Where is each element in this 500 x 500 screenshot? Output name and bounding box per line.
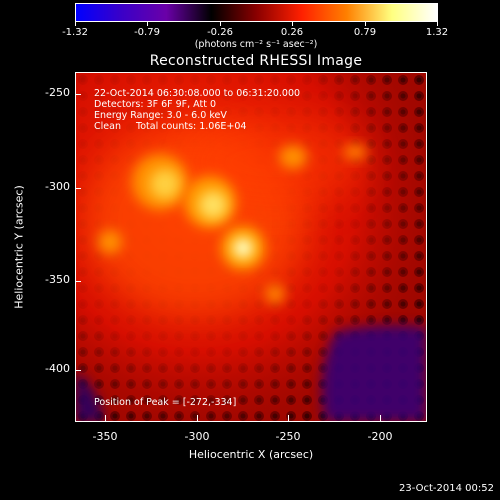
colorbar-unit-label: (photons cm⁻² s⁻¹ asec⁻²)	[194, 39, 318, 50]
detectors-annotation: Detectors: 3F 6F 9F, Att 0	[94, 99, 217, 110]
y-tick-label: -300	[45, 180, 70, 193]
y-axis-label: Heliocentric Y (arcsec)	[12, 185, 26, 309]
peak-position-annotation: Position of Peak = [-272,-334]	[94, 397, 237, 408]
colorbar-tick-mark	[292, 22, 293, 26]
rhessi-image	[75, 72, 427, 422]
x-tick-mark	[197, 415, 198, 421]
y-tick-mark	[75, 188, 81, 189]
colorbar-tick-label: -1.32	[62, 27, 88, 38]
rhessi-image-svg	[75, 72, 427, 422]
colorbar-tick-label: -0.26	[207, 27, 233, 38]
x-tick-mark	[105, 415, 106, 421]
clean-counts-annotation: Clean Total counts: 1.06E+04	[94, 121, 247, 132]
y-tick-mark	[75, 281, 81, 282]
y-tick-label: -400	[45, 362, 70, 375]
time-range-annotation: 22-Oct-2014 06:30:08.000 to 06:31:20.000	[94, 88, 301, 99]
colorbar-tick-mark	[437, 22, 438, 26]
x-tick-label: -250	[275, 430, 301, 443]
y-tick-mark	[75, 370, 81, 371]
y-tick-label: -350	[45, 273, 70, 286]
y-tick-label: -250	[45, 86, 70, 99]
colorbar-tick-mark	[220, 22, 221, 26]
colorbar-tick-mark	[75, 22, 76, 26]
colorbar-tick-label: -0.79	[134, 27, 160, 38]
x-tick-label: -200	[367, 430, 393, 443]
plot-title: Reconstructed RHESSI Image	[149, 53, 363, 69]
colorbar-tick-label: 0.79	[353, 27, 377, 38]
footer-timestamp: 23-Oct-2014 00:52	[399, 483, 494, 494]
x-tick-mark	[380, 415, 381, 421]
x-axis-label: Heliocentric X (arcsec)	[188, 448, 314, 461]
colorbar	[75, 3, 438, 22]
colorbar-tick-label: 0.26	[280, 27, 304, 38]
x-tick-label: -300	[184, 430, 210, 443]
x-tick-mark	[288, 415, 289, 421]
x-tick-label: -350	[92, 430, 118, 443]
colorbar-tick-mark	[147, 22, 148, 26]
y-tick-mark	[75, 94, 81, 95]
colorbar-tick-label: 1.32	[425, 27, 449, 38]
energy-range-annotation: Energy Range: 3.0 - 6.0 keV	[94, 110, 227, 121]
colorbar-tick-mark	[365, 22, 366, 26]
